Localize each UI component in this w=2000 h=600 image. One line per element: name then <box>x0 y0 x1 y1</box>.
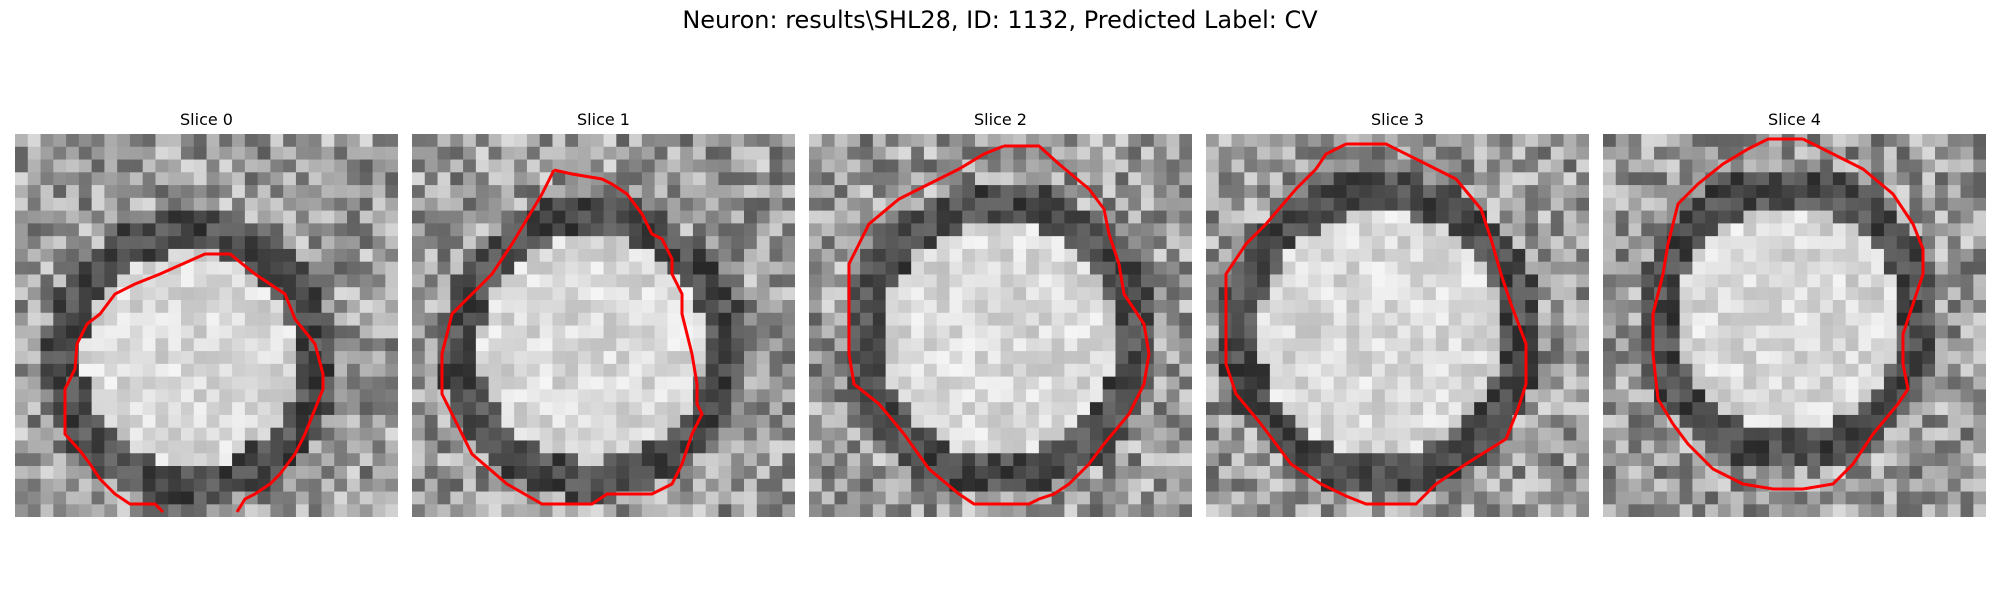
slice-panel-1: Slice 1 <box>412 108 795 517</box>
slice-title-2: Slice 2 <box>974 110 1027 129</box>
slice-panel-0: Slice 0 <box>15 108 398 517</box>
slice-title-1: Slice 1 <box>577 110 630 129</box>
slice-1-contour <box>440 168 704 506</box>
slice-panel-4: Slice 4 <box>1603 108 1986 517</box>
slice-image-2 <box>809 134 1192 517</box>
slice-image-1 <box>412 134 795 517</box>
slice-3-contour <box>1224 142 1528 506</box>
slice-1-pixel-grid <box>412 134 795 517</box>
slice-title-3: Slice 3 <box>1371 110 1424 129</box>
slice-title-0: Slice 0 <box>180 110 233 129</box>
slice-4-pixel-grid <box>1603 134 1986 517</box>
slice-title-4: Slice 4 <box>1768 110 1821 129</box>
slice-2-pixel-grid <box>809 134 1192 517</box>
slice-panel-3: Slice 3 <box>1206 108 1589 517</box>
slice-image-0 <box>15 134 398 517</box>
slice-image-4 <box>1603 134 1986 517</box>
figure-title: Neuron: results\SHL28, ID: 1132, Predict… <box>682 6 1318 34</box>
slice-image-3 <box>1206 134 1589 517</box>
slice-0-pixel-grid <box>15 134 398 517</box>
slice-3-pixel-grid <box>1206 134 1589 517</box>
slice-2-contour <box>847 144 1151 506</box>
slice-0-contour <box>63 252 325 514</box>
slice-4-contour <box>1651 137 1925 491</box>
slice-panel-2: Slice 2 <box>809 108 1192 517</box>
